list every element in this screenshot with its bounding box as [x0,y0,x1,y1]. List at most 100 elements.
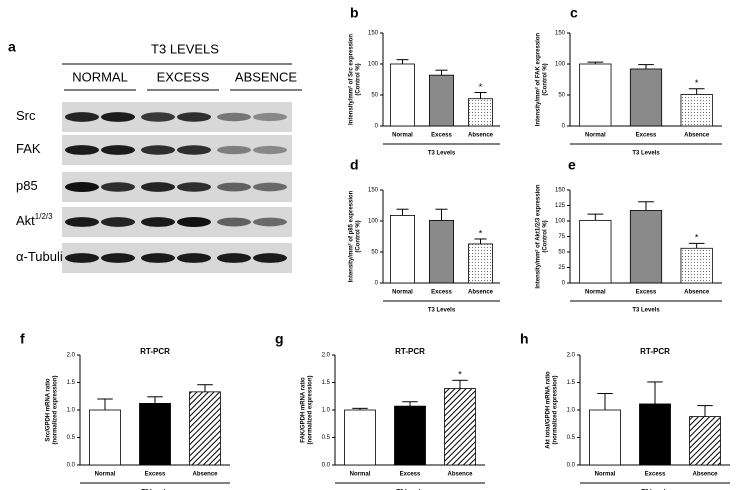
band [65,253,99,263]
x-axis-label: T3 Levels [632,151,660,157]
y-axis-label: Intensity/mm² of p85 expression [348,190,355,282]
x-tick-label: Normal [392,133,413,139]
bar [639,403,671,466]
band [253,182,287,192]
row-label: Akt1/2/3 [16,212,53,228]
x-tick-label: Absence [468,133,494,139]
row-label-text: FAK [16,141,41,156]
band [101,217,135,227]
x-tick-label: Absence [447,472,473,478]
y-tick-label: 50 [558,93,565,99]
x-tick-label: Absence [468,290,494,296]
y-tick-label: 75 [558,234,565,240]
x-tick-label: Excess [645,472,666,478]
panel-letter: d [350,157,359,173]
bar [579,219,612,284]
bar [444,388,476,466]
row-label: p85 [16,178,38,193]
bar [629,210,663,284]
y-tick-label: 1.0 [67,408,76,414]
bar [89,409,121,466]
y-tick-label: 0 [375,281,379,287]
bar [344,409,376,466]
band [177,145,211,155]
bar [680,247,713,284]
row-label-sup: 1/2/3 [35,212,53,221]
blot-title: T3 LEVELS [151,41,219,56]
y-axis-label: Src/GPDH mRNA ratio [46,378,52,441]
x-tick-label: Absence [684,290,710,296]
y-axis-label: Intensity/mm² of Src expression [348,34,355,125]
x-tick-label: Normal [392,290,413,296]
bar-chart: h RT-PCR Akt total/GPDH mRNA ratio (normali… [520,331,730,490]
annotation: * [479,228,483,238]
y-tick-label: 150 [555,188,566,194]
y-axis-label: Intensity/mm² of Akt1/2/3 expression [535,184,542,288]
panel-letter: a [8,39,16,55]
bar [139,402,171,466]
y-tick-label: 0 [562,281,566,287]
y-tick-label: 0 [375,124,379,130]
y-tick-label: 0.5 [322,435,331,441]
annotation: * [695,233,699,243]
row-label-text: p85 [16,178,38,193]
bar [579,63,612,127]
row-label-text: Src [16,108,36,123]
bar [629,68,663,127]
chart-title: RT-PCR [395,347,425,356]
bar [468,243,493,284]
y-tick-label: 1.0 [322,408,331,414]
y-axis-label-2: (normalized expression) [553,375,559,444]
y-tick-label: 0 [562,124,566,130]
y-tick-label: 1.0 [567,408,576,414]
band [253,112,287,122]
bar [394,405,426,466]
band [141,217,175,227]
bar [689,416,721,466]
row-label: Src [16,108,36,123]
band [65,182,99,192]
x-tick-label: Absence [692,472,718,478]
y-tick-label: 2.0 [67,353,76,359]
y-axis-label: Intensity/mm² of FAK expression [535,32,542,126]
band [253,217,287,227]
panel-letter: c [570,5,578,21]
row-label: FAK [16,141,41,156]
band [217,217,251,227]
y-axis-label: FAK/GPDH mRNA ratio [301,377,307,443]
x-tick-label: Excess [636,133,657,139]
y-axis-label-2: (normalized expression) [308,375,314,444]
panel-letter: h [520,331,529,347]
bar [390,215,415,284]
x-tick-label: Normal [585,290,606,296]
x-tick-label: Excess [431,133,452,139]
band [217,145,251,155]
band [101,145,135,155]
band [65,112,99,122]
y-tick-label: 0.5 [67,435,76,441]
x-tick-label: Absence [684,133,710,139]
y-tick-label: 100 [368,62,379,68]
western-blot: a T3 LEVELS [8,39,292,65]
x-tick-label: Excess [636,290,657,296]
x-axis-label: T3 Levels [428,151,456,157]
y-tick-label: 1.5 [322,380,331,386]
band [141,253,175,263]
row-label-text: Akt [16,213,35,228]
y-tick-label: 50 [558,250,565,256]
panel-letter: g [275,331,284,347]
y-tick-label: 150 [555,31,566,37]
y-tick-label: 2.0 [322,353,331,359]
y-axis-label-2: (normalized expression) [53,375,59,444]
x-tick-label: Normal [585,133,606,139]
x-tick-label: Normal [95,472,116,478]
band [177,217,211,227]
band [141,112,175,122]
y-axis-label-2: (Control %) [356,63,362,95]
y-axis-label-2: (Control %) [543,220,549,252]
y-tick-label: 125 [555,203,566,209]
y-tick-label: 0.0 [322,463,331,469]
bar [468,98,493,127]
x-tick-label: Normal [350,472,371,478]
band [217,112,251,122]
